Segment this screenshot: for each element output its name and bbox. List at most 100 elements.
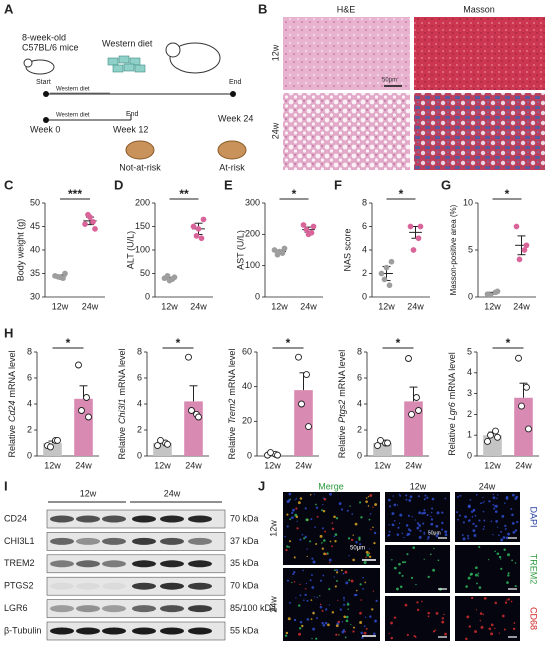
- blot-band: [50, 560, 74, 568]
- fluorescence-signal: [441, 511, 444, 514]
- fluorescence-signal: [502, 536, 506, 539]
- blot-band: [132, 537, 156, 545]
- panel-label: C: [4, 177, 14, 192]
- fluorescence-signal: [288, 546, 291, 548]
- fluorescence-signal: [472, 508, 475, 511]
- fluorescence-signal: [422, 522, 425, 525]
- liver-icon: [125, 140, 155, 160]
- data-point: [523, 242, 530, 249]
- fluorescence-signal: [435, 534, 439, 538]
- row-label: 24w: [268, 596, 278, 613]
- fluorescence-signal: [510, 507, 513, 510]
- fluorescence-signal: [328, 604, 331, 606]
- fluorescence-signal: [511, 493, 515, 497]
- row-label: 12w: [270, 44, 280, 61]
- fluorescence-signal: [362, 576, 364, 579]
- fluorescence-signal: [494, 505, 496, 507]
- fluorescence-signal: [331, 522, 334, 524]
- fluorescence-signal: [470, 596, 474, 600]
- x-tick-label: 12w: [154, 460, 171, 470]
- y-tick-label: 2: [467, 409, 472, 419]
- fluorescence-signal: [418, 535, 422, 539]
- y-tick-label: 20: [242, 416, 252, 426]
- blot-band: [188, 627, 212, 635]
- fluorescence-signal: [310, 599, 313, 601]
- fluorescence-signal: [368, 548, 371, 550]
- fluorescence-signal: [295, 507, 298, 510]
- fluorescence-signal: [482, 496, 484, 499]
- blot-band: [76, 560, 100, 568]
- data-point: [195, 413, 202, 421]
- blot-band: [160, 560, 184, 568]
- fluorescence-signal: [469, 498, 472, 501]
- x-tick-label: 24w: [513, 301, 530, 311]
- fluorescence-signal: [299, 620, 303, 624]
- fluorescence-signal: [496, 552, 500, 555]
- fluorescence-signal: [418, 524, 422, 527]
- fluorescence-signal: [401, 561, 405, 564]
- fluorescence-signal: [299, 594, 302, 597]
- y-tick-label: 200: [245, 229, 260, 239]
- fluorescence-signal: [410, 576, 414, 579]
- protein-label: β-Tubulin: [4, 625, 41, 635]
- y-tick-label: 2: [27, 424, 32, 434]
- y-tick-label: 8: [362, 197, 367, 207]
- fluorescence-signal: [500, 538, 504, 542]
- blot-band: [160, 605, 184, 613]
- fluorescence-signal: [321, 621, 324, 625]
- significance-label: **: [179, 187, 189, 201]
- data-point: [377, 436, 384, 444]
- fluorescence-signal: [350, 623, 352, 626]
- y-tick-label: 3: [467, 388, 472, 398]
- data-point: [303, 226, 310, 233]
- fluorescence-signal: [310, 518, 313, 521]
- y-axis-label-part: Relative: [337, 426, 347, 459]
- protein-label: LGR6: [4, 603, 28, 613]
- fluorescence-signal: [502, 614, 505, 618]
- fluorescence-signal: [435, 524, 439, 528]
- fluorescence-signal: [311, 574, 313, 576]
- significance-label: *: [396, 336, 401, 350]
- fluorescence-signal: [336, 571, 339, 574]
- protein-label: TREM2: [4, 558, 35, 568]
- y-tick-label: 0: [468, 291, 473, 301]
- fluorescence-signal: [325, 608, 328, 611]
- size-label: 70 kDa: [230, 581, 259, 591]
- fluorescence-signal: [516, 520, 519, 524]
- fluorescence-signal: [406, 633, 409, 637]
- y-tick-label: 6: [357, 372, 362, 382]
- x-tick-label: 24w: [300, 301, 317, 311]
- fluorescence-signal: [421, 600, 423, 603]
- protein-label: PTGS2: [4, 581, 34, 591]
- data-point: [484, 437, 491, 445]
- fluorescence-signal: [374, 503, 378, 506]
- fluorescence-signal: [344, 630, 347, 633]
- fluorescence-signal: [309, 493, 312, 496]
- fluorescence-image: [283, 568, 380, 641]
- fluorescence-signal: [335, 517, 339, 520]
- x-tick-label: 24w: [405, 460, 422, 470]
- fluorescence-signal: [298, 604, 301, 607]
- blot-band: [50, 627, 74, 635]
- fluorescence-signal: [286, 513, 289, 516]
- fluorescence-signal: [467, 505, 471, 509]
- data-point: [171, 274, 178, 281]
- fluorescence-signal: [436, 533, 439, 536]
- fluorescence-signal: [284, 634, 288, 637]
- y-tick-label: 50: [30, 197, 40, 207]
- fluorescence-signal: [311, 557, 314, 560]
- fluorescence-signal: [391, 523, 395, 527]
- y-axis-label-part: Relative: [447, 423, 457, 456]
- y-axis-label: Relative Trem2 mRNA level: [227, 349, 237, 460]
- data-point: [157, 436, 164, 444]
- fluorescence-signal: [331, 611, 335, 614]
- x-tick-label: 12w: [44, 460, 61, 470]
- fluorescence-signal: [348, 579, 351, 582]
- fluorescence-signal: [359, 583, 362, 586]
- size-label: 55 kDa: [230, 625, 259, 635]
- fluorescence-signal: [462, 537, 466, 541]
- data-point: [386, 282, 393, 289]
- panel-label: A: [4, 1, 14, 16]
- fluorescence-signal: [401, 532, 404, 535]
- fluorescence-signal: [404, 561, 407, 564]
